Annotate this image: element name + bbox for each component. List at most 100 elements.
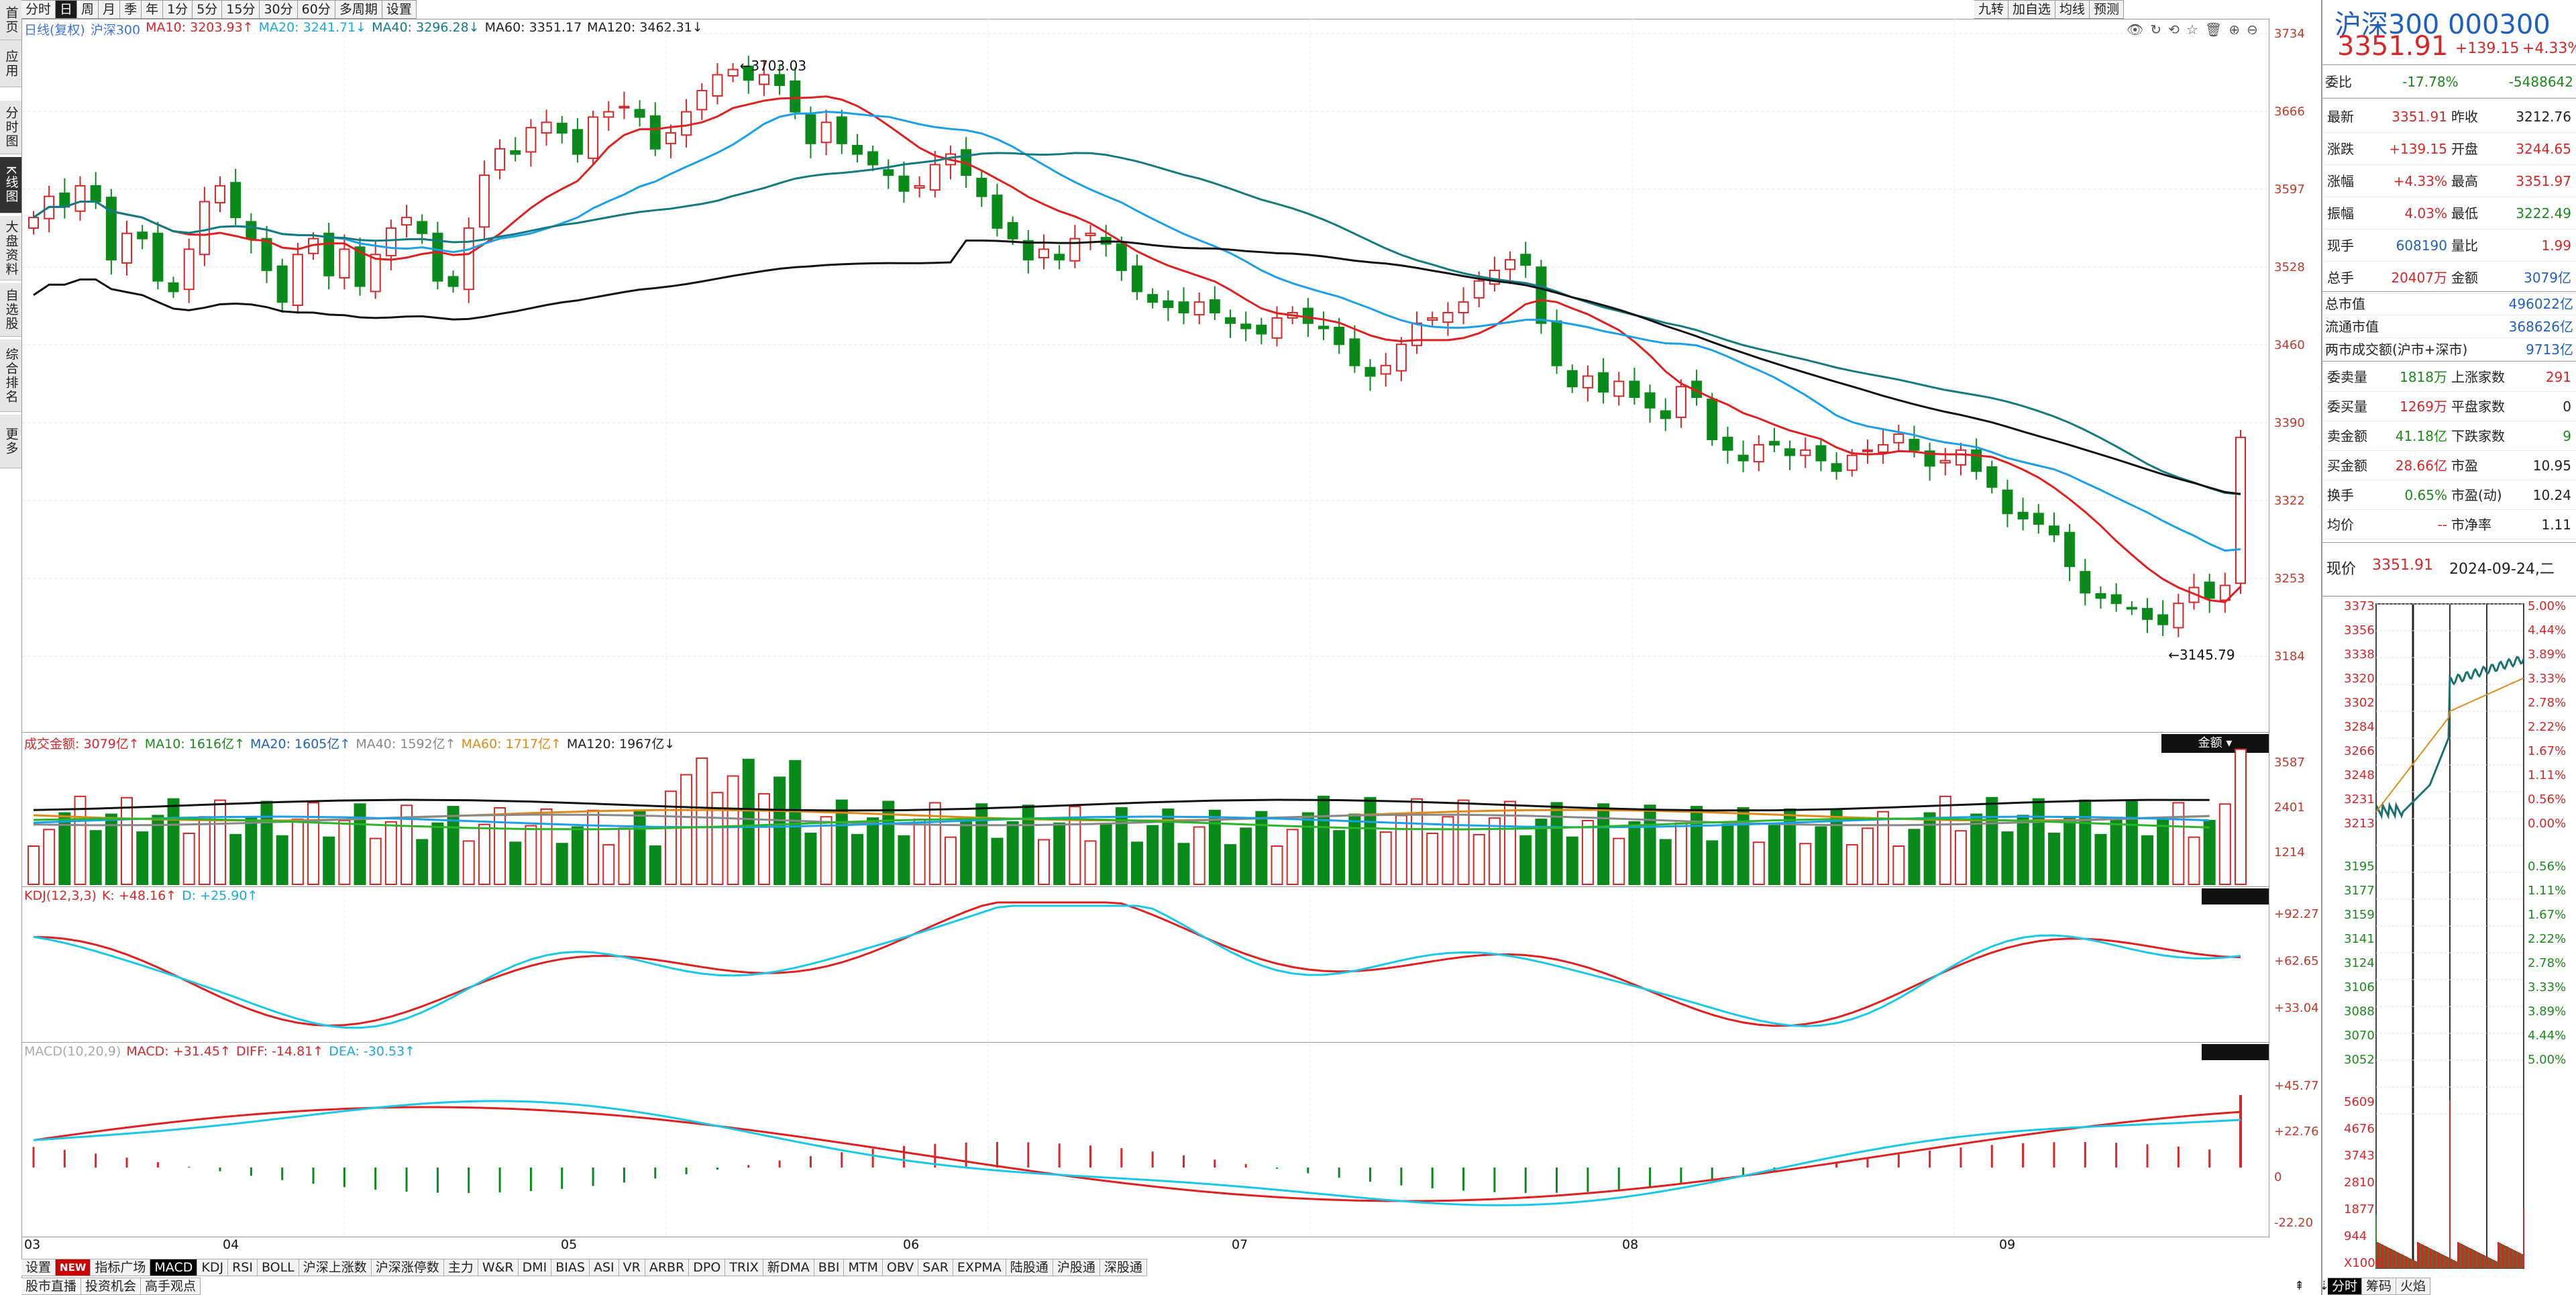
quote-row: 涨幅 +4.33% 最高 3351.97 [2322, 165, 2576, 197]
status-live[interactable]: 股市直播 [21, 1278, 82, 1295]
nav-market-data[interactable]: 大盘资料 [0, 216, 21, 280]
period-60min[interactable]: 60分 [297, 0, 335, 19]
tab-kdj[interactable]: KDJ [197, 1259, 229, 1276]
period-1min[interactable]: 1分 [163, 0, 193, 19]
volume-bar [1628, 821, 1641, 886]
period-5min[interactable]: 5分 [193, 0, 223, 19]
period-multi[interactable]: 多周期 [335, 0, 382, 19]
tab-main-force[interactable]: 主力 [443, 1259, 478, 1276]
mini-left-label: 3195 [2344, 860, 2375, 874]
mini-volume-label: 5609 [2344, 1095, 2375, 1109]
tab-asi[interactable]: ASI [589, 1259, 619, 1276]
tab-hs-updown-count[interactable]: 沪深上涨数 [299, 1259, 372, 1276]
quote-cell: 最新 3351.91 [2325, 101, 2449, 132]
tab-settings[interactable]: 设置 [21, 1259, 56, 1276]
tab-bias[interactable]: BIAS [551, 1259, 590, 1276]
breadth-cell: 卖金额 41.18亿 [2325, 421, 2449, 450]
stock-title: 沪深300 000300 [2334, 9, 2551, 40]
candle-body [1629, 380, 1640, 398]
tab-mtm[interactable]: MTM [844, 1259, 883, 1276]
volume-bar [416, 839, 429, 885]
kdj-selector[interactable] [2202, 888, 2269, 904]
new-badge: NEW [56, 1259, 91, 1276]
volume-bar [991, 837, 1004, 885]
tab-dpo[interactable]: DPO [689, 1259, 726, 1276]
period-week[interactable]: 周 [77, 0, 99, 19]
tab-hk-connect[interactable]: 陆股通 [1006, 1259, 1053, 1276]
macd-axis-label: -22.20 [2274, 1216, 2314, 1230]
nav-watchlist[interactable]: 自选股 [0, 283, 21, 337]
add-indicator-button[interactable]: 加自选 [2008, 0, 2055, 19]
quote-value: +139.15 [2389, 141, 2447, 157]
mini-volume-label: 2810 [2344, 1176, 2375, 1190]
candle-body [634, 109, 645, 118]
quote-value: 3079亿 [2524, 270, 2571, 286]
volume-bar [757, 793, 770, 885]
kline-panel [21, 19, 2269, 730]
tab-macd[interactable]: MACD [150, 1259, 198, 1276]
period-day[interactable]: 日 [56, 0, 78, 19]
breadth-cell: 买金额 28.66亿 [2325, 451, 2449, 480]
tab-sh-connect[interactable]: 沪股通 [1053, 1259, 1100, 1276]
tab-dmi[interactable]: DMI [518, 1259, 552, 1276]
mini-right-label: 2.22% [2528, 932, 2567, 946]
period-timeshare[interactable]: 分时 [21, 0, 56, 19]
tab-indicator-square[interactable]: 指标广场 [91, 1259, 151, 1276]
tab-bbi[interactable]: BBI [814, 1259, 845, 1276]
tab-sz-connect[interactable]: 深股通 [1099, 1259, 1147, 1276]
volume-ma-line [33, 817, 2210, 831]
candle-body [2219, 584, 2231, 601]
volume-bar [89, 830, 102, 885]
chart-tool-icons[interactable]: 👁↻⟲☆🗑⊕⊖ [2127, 21, 2265, 38]
volume-bar [1892, 845, 1905, 885]
volume-axis-label: 3587 [2274, 756, 2305, 770]
settings-button[interactable]: 设置 [382, 0, 417, 19]
tab-fire[interactable]: 火焰 [2396, 1278, 2431, 1295]
nav-timeshare[interactable]: 分时图 [0, 101, 21, 154]
kdj-k-line [33, 901, 2241, 1027]
tab-arbr[interactable]: ARBR [645, 1259, 690, 1276]
tab-timeshare[interactable]: 分时 [2328, 1278, 2363, 1295]
tab-obv[interactable]: OBV [882, 1259, 919, 1276]
volume-bar [2125, 800, 2138, 885]
status-opportunity[interactable]: 投资机会 [81, 1278, 142, 1295]
forecast-button[interactable]: 预测 [2089, 0, 2124, 19]
nav-ranking[interactable]: 综合排名 [0, 340, 21, 412]
candle-body [339, 248, 350, 278]
tab-chips[interactable]: 筹码 [2362, 1278, 2397, 1295]
candle-body [370, 254, 381, 293]
period-year[interactable]: 年 [142, 0, 164, 19]
volume-selector[interactable]: 金额 ▾ [2161, 734, 2269, 753]
volume-bar [540, 808, 553, 886]
tab-boll[interactable]: BOLL [257, 1259, 299, 1276]
nav-more[interactable]: 更多 [0, 415, 21, 468]
tab-rsi[interactable]: RSI [228, 1259, 258, 1276]
period-quarter[interactable]: 季 [120, 0, 142, 19]
nav-home[interactable]: 首页 [0, 0, 21, 40]
tab-trix[interactable]: TRIX [725, 1259, 763, 1276]
tab-vr[interactable]: VR [619, 1259, 645, 1276]
tab-sar[interactable]: SAR [918, 1259, 953, 1276]
candle-body [1862, 449, 1873, 452]
kdj-legend: KDJ(12,3,3) K: +48.16↑ D: +25.90↑ [24, 888, 258, 903]
macd-selector[interactable] [2202, 1044, 2269, 1060]
period-30min[interactable]: 30分 [260, 0, 298, 19]
nav-apps[interactable]: 应用 [0, 40, 21, 87]
candle-body [1582, 375, 1593, 389]
nine-turn-button[interactable]: 九转 [1974, 0, 2008, 19]
nav-kline[interactable]: K线图 [0, 157, 21, 213]
tab-wr[interactable]: W&R [478, 1259, 519, 1276]
ma-line-button[interactable]: 均线 [2055, 0, 2090, 19]
period-month[interactable]: 月 [99, 0, 121, 19]
status-expert[interactable]: 高手观点 [141, 1278, 201, 1295]
price-axis-label: 3597 [2274, 183, 2305, 197]
tab-hs-limit-count[interactable]: 沪深涨停数 [371, 1259, 444, 1276]
tab-new-dma[interactable]: 新DMA [763, 1259, 814, 1276]
candle-body [1395, 344, 1407, 372]
quote-row: 最新 3351.91 昨收 3212.76 [2322, 101, 2576, 133]
tab-expma[interactable]: EXPMA [953, 1259, 1006, 1276]
mini-left-label: 3320 [2344, 672, 2375, 686]
period-15min[interactable]: 15分 [222, 0, 260, 19]
volume-bar [1845, 844, 1858, 885]
